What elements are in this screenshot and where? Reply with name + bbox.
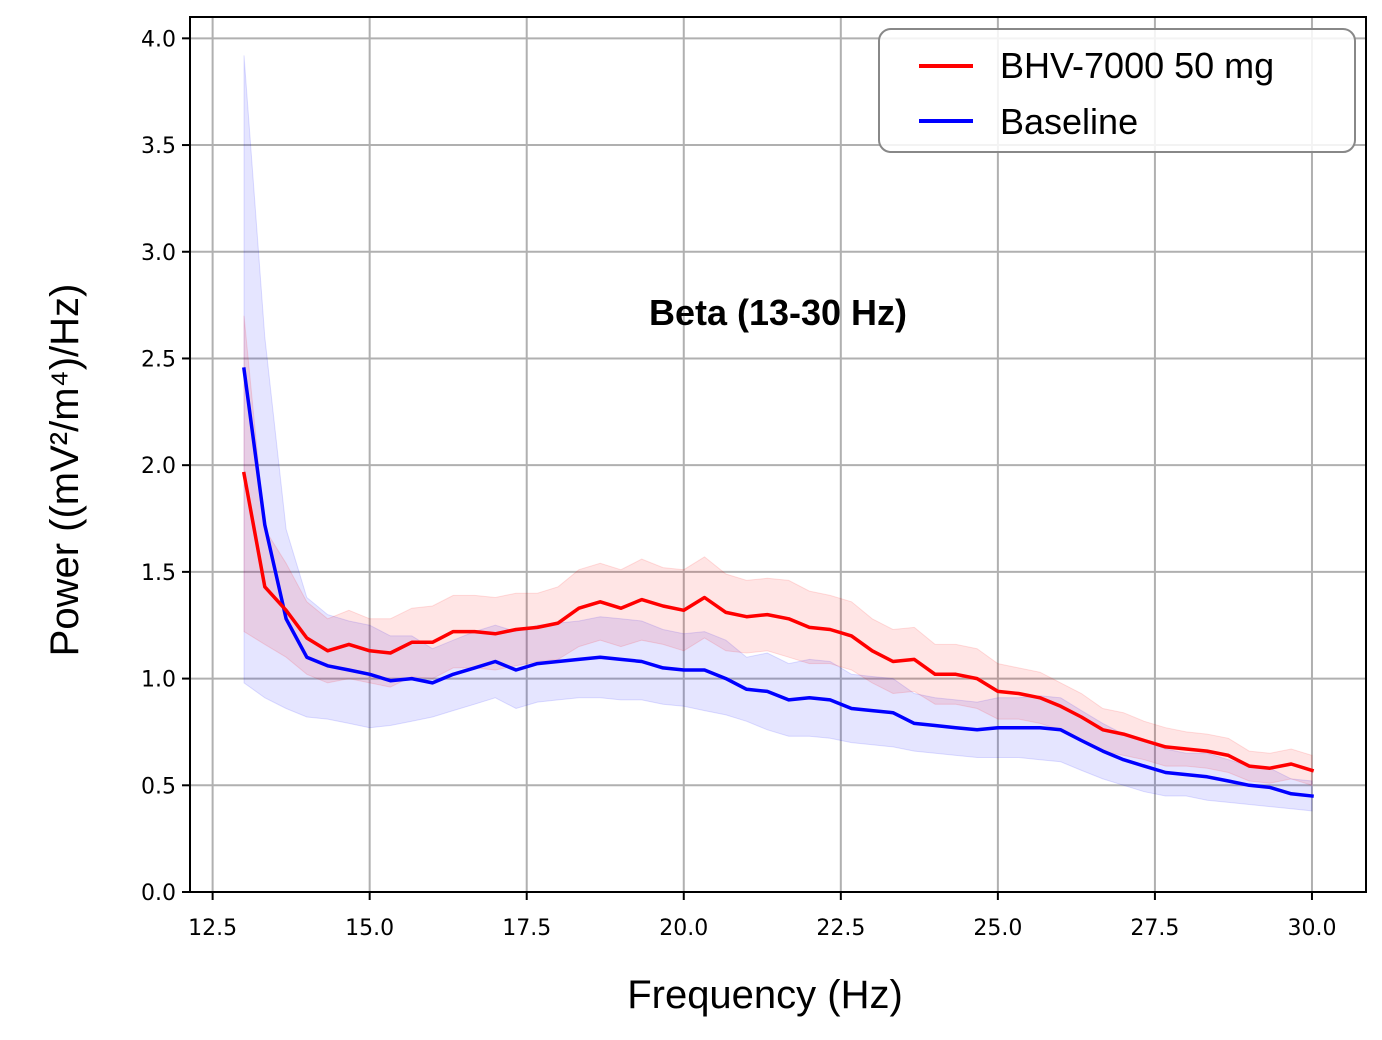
legend-box [878, 28, 1356, 153]
x-tick-label: 30.0 [1287, 916, 1336, 941]
x-tick-label: 12.5 [188, 916, 237, 941]
x-tick-label: 27.5 [1130, 916, 1179, 941]
x-tick-label: 20.0 [659, 916, 708, 941]
y-tick-label: 4.0 [141, 27, 176, 52]
y-tick-label: 2.0 [141, 454, 176, 479]
x-tick-label: 22.5 [816, 916, 865, 941]
band-bhv-7000-50-mg [243, 315, 1313, 786]
y-tick-label: 1.0 [141, 668, 176, 693]
confidence-bands [243, 55, 1313, 812]
legend-label-baseline: Baseline [1000, 101, 1138, 142]
x-tick-label: 25.0 [973, 916, 1022, 941]
series-lines [241, 367, 1315, 798]
y-tick-label: 2.5 [141, 347, 176, 372]
series-line-baseline [242, 367, 1314, 798]
y-tick-label: 0.5 [141, 774, 176, 799]
legend: BHV-7000 50 mg Baseline [878, 28, 1356, 153]
plot-area-frame [189, 16, 1367, 893]
y-tick-label: 3.5 [141, 134, 176, 159]
axis-ticks: 12.5 15.0 17.5 20.0 22.5 25.0 27.5 30.0 0.0 0.5 1.… [141, 27, 1336, 941]
y-axis-title: Power ((mV²/m⁴)/Hz) [43, 284, 87, 657]
x-tick-label: 15.0 [345, 916, 394, 941]
y-tick-label: 3.0 [141, 241, 176, 266]
x-axis-title: Frequency (Hz) [627, 973, 903, 1017]
y-tick-label: 0.0 [141, 881, 176, 906]
y-tick-label: 1.5 [141, 561, 176, 586]
series-line-bhv-7000-50-mg [241, 471, 1315, 773]
chart-annotation: Beta (13-30 Hz) [649, 292, 907, 333]
band-baseline [243, 55, 1313, 812]
x-tick-label: 17.5 [502, 916, 551, 941]
legend-label-bhv-7000: BHV-7000 50 mg [1000, 45, 1274, 86]
